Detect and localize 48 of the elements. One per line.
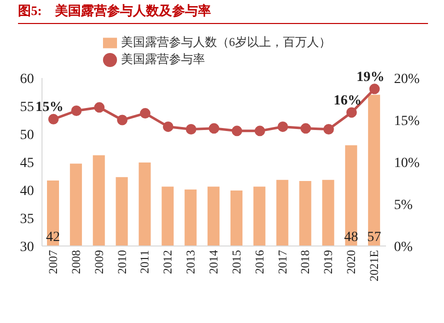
y2-tick-label: 0%: [394, 240, 413, 255]
x-tick-label: 2012: [160, 250, 175, 274]
point: [369, 84, 380, 94]
point: [140, 108, 150, 119]
point: [48, 114, 59, 124]
data-label: 16%: [334, 93, 362, 108]
y-tick-label: 50: [20, 128, 34, 143]
y2-tick-label: 5%: [394, 198, 413, 213]
x-tick-label: 2015: [229, 250, 244, 274]
data-label: 19%: [356, 70, 385, 85]
x-tick-label: 2021E: [367, 250, 382, 282]
y-tick-label: 60: [20, 72, 34, 87]
x-tick-label: 2018: [298, 250, 312, 274]
point: [300, 123, 311, 134]
x-tick-label: 2008: [68, 250, 83, 274]
x-tick-label: 2019: [321, 250, 336, 274]
point: [232, 126, 242, 136]
point: [162, 121, 174, 132]
x-tick-label: 2009: [92, 250, 106, 274]
x-tick-label: 2011: [138, 250, 152, 274]
x-tick-label: 2013: [184, 250, 198, 274]
point: [278, 121, 288, 132]
y-tick-label: 35: [20, 212, 34, 227]
y-tick-label: 45: [20, 156, 34, 171]
y2-tick-label: 15%: [394, 114, 420, 129]
y-tick-label: 40: [20, 184, 34, 199]
data-label: 15%: [35, 100, 64, 116]
point: [117, 114, 128, 126]
legend-label: 美国露营参与率: [121, 52, 205, 66]
chart-title: 图5: 美国露营参与人数及参与率: [18, 2, 428, 24]
point: [208, 123, 220, 134]
x-tick-label: 2010: [114, 250, 129, 274]
x-tick-label: 2017: [275, 250, 290, 274]
y-tick-label: 55: [20, 100, 34, 115]
x-tick-label: 2016: [252, 250, 266, 274]
x-tick-label: 2014: [206, 250, 221, 274]
point: [71, 106, 82, 116]
y2-tick-label: 10%: [394, 156, 420, 171]
point: [94, 102, 105, 113]
y-tick-label: 30: [20, 240, 34, 255]
point: [186, 124, 196, 134]
y2-tick-label: 20%: [394, 72, 420, 87]
legend-label: 美国露营参与人数（6岁以上，百万人）: [121, 35, 331, 49]
x-tick-label: 2007: [46, 250, 60, 274]
point: [346, 107, 357, 118]
point: [254, 126, 266, 136]
point: [323, 124, 334, 134]
x-tick-label: 2020: [344, 250, 358, 274]
